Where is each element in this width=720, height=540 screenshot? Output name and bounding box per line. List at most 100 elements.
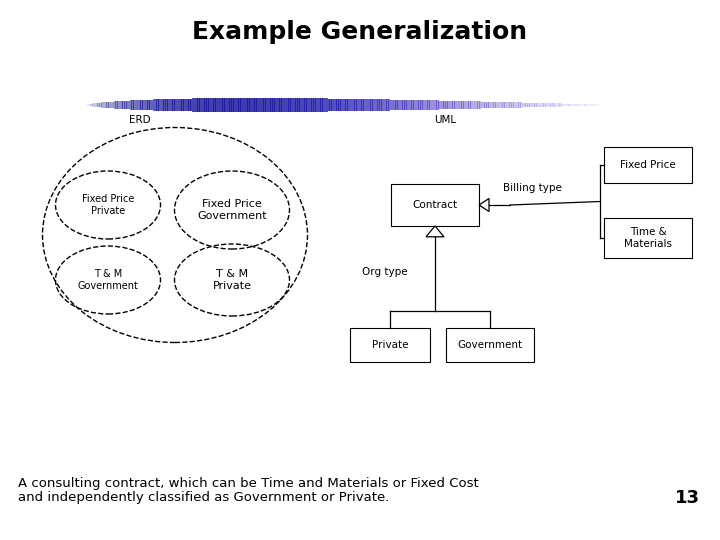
Bar <box>440 100 442 110</box>
Bar <box>452 101 454 109</box>
Bar <box>94 103 96 107</box>
Text: Fixed Price: Fixed Price <box>202 199 262 209</box>
Bar <box>294 98 296 112</box>
Bar <box>122 101 125 109</box>
Bar <box>194 98 196 112</box>
Bar <box>523 103 526 107</box>
Bar <box>199 98 202 112</box>
Bar <box>581 104 583 106</box>
Bar <box>500 102 503 108</box>
Bar <box>366 99 369 111</box>
Bar <box>329 98 332 111</box>
Bar <box>445 100 448 109</box>
Bar <box>544 103 546 107</box>
Bar <box>531 103 533 107</box>
Bar <box>125 101 127 109</box>
Bar <box>206 98 209 112</box>
Bar <box>325 98 328 112</box>
Bar <box>585 104 587 106</box>
Bar <box>295 98 297 112</box>
Bar <box>597 104 599 106</box>
Bar <box>547 103 549 107</box>
Bar <box>140 100 143 110</box>
Bar <box>365 99 367 111</box>
Bar <box>404 100 407 110</box>
Bar <box>428 100 430 110</box>
Bar <box>436 100 438 110</box>
Bar <box>472 102 474 109</box>
Bar <box>251 98 253 112</box>
Bar <box>322 98 325 112</box>
Bar <box>482 102 485 109</box>
Bar <box>192 98 194 112</box>
Bar <box>458 101 460 109</box>
Bar <box>426 100 428 110</box>
Bar <box>237 98 239 112</box>
Bar <box>224 98 226 112</box>
Bar <box>598 104 601 105</box>
Bar <box>269 98 271 112</box>
Bar <box>449 101 451 109</box>
Bar <box>593 104 595 106</box>
Bar <box>320 98 323 112</box>
Bar <box>155 99 157 111</box>
Text: Government: Government <box>78 281 138 291</box>
Bar <box>238 98 240 112</box>
Bar <box>142 100 144 110</box>
Bar <box>222 98 225 112</box>
Bar <box>540 103 542 107</box>
Bar <box>579 104 581 106</box>
Bar <box>217 98 220 112</box>
Bar <box>503 102 505 108</box>
FancyBboxPatch shape <box>604 218 692 258</box>
Bar <box>220 98 222 112</box>
Bar <box>215 98 217 112</box>
Bar <box>312 98 314 112</box>
Bar <box>369 99 371 111</box>
Bar <box>233 98 235 112</box>
Bar <box>149 99 151 110</box>
FancyBboxPatch shape <box>350 328 430 362</box>
Bar <box>242 98 244 112</box>
Bar <box>534 103 536 107</box>
Bar <box>510 102 512 108</box>
Bar <box>265 98 267 112</box>
Bar <box>226 98 228 112</box>
Bar <box>379 99 382 111</box>
Bar <box>186 99 189 111</box>
Bar <box>354 99 356 111</box>
Bar <box>117 101 120 109</box>
Bar <box>144 100 146 110</box>
Bar <box>137 100 139 110</box>
Bar <box>235 98 237 112</box>
Bar <box>402 100 405 110</box>
Bar <box>390 99 392 111</box>
Bar <box>406 100 408 110</box>
Bar <box>374 99 376 111</box>
Bar <box>342 99 344 111</box>
Bar <box>433 100 435 110</box>
Bar <box>549 103 551 107</box>
Bar <box>469 101 471 109</box>
Text: Example Generalization: Example Generalization <box>192 20 528 44</box>
Bar <box>128 100 130 110</box>
Bar <box>518 103 521 107</box>
Bar <box>481 102 483 109</box>
Bar <box>130 100 132 110</box>
Bar <box>462 101 464 109</box>
Bar <box>431 100 433 110</box>
Bar <box>508 102 510 108</box>
Text: Private: Private <box>91 206 125 216</box>
Bar <box>359 99 362 111</box>
Bar <box>189 98 191 111</box>
Bar <box>89 104 91 106</box>
Bar <box>513 102 516 107</box>
Text: Private: Private <box>372 340 408 350</box>
Bar <box>108 102 110 108</box>
Bar <box>256 98 258 112</box>
Bar <box>317 98 319 112</box>
Bar <box>490 102 492 108</box>
Bar <box>493 102 495 108</box>
Bar <box>363 99 366 111</box>
Bar <box>399 100 401 110</box>
